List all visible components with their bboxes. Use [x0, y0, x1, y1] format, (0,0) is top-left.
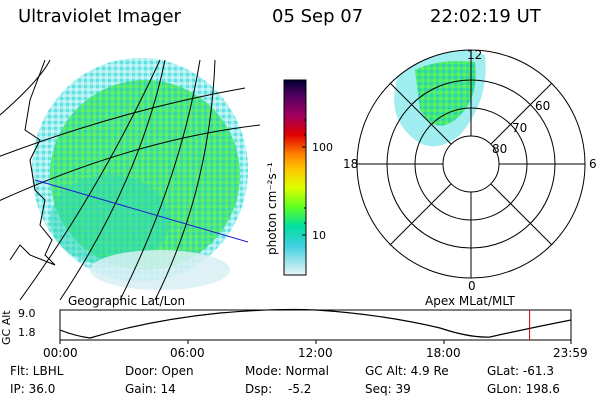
terminator-line: [34, 179, 249, 243]
glon-info: GLon: 198.6: [487, 382, 560, 396]
apex-caption: Apex MLat/MLT: [425, 294, 515, 308]
geographic-image: [0, 58, 260, 300]
mlt-6-label: 6: [589, 157, 597, 171]
polar-grid: [356, 49, 586, 279]
gain-info: Gain: 14: [125, 382, 176, 396]
door-info: Door: Open: [125, 364, 194, 378]
mlt-12-label: 12: [467, 48, 482, 62]
seq-info: Seq: 39: [365, 382, 411, 396]
timeline-xtick-4: 23:59: [553, 346, 588, 360]
mlt-18-label: 18: [343, 157, 358, 171]
coastline: [9, 59, 56, 266]
mlat-80-label: 80: [492, 142, 507, 156]
mode-info: Mode: Normal: [245, 364, 329, 378]
ip-info: IP: 36.0: [10, 382, 56, 396]
mlt-0-label: 0: [468, 279, 476, 293]
geographic-caption: Geographic Lat/Lon: [68, 294, 186, 308]
colorbar-unit-label: photon cm⁻²s⁻¹: [265, 162, 279, 255]
altitude-curve: [59, 308, 572, 339]
time-label: 22:02:19 UT: [430, 6, 541, 27]
dsp-value: -5.2: [288, 382, 312, 396]
colorbar-tick-100: 100: [312, 141, 333, 154]
colorbar-tick-10: 10: [312, 229, 326, 242]
mlat-70-label: 70: [512, 121, 527, 135]
gc-alt-info: GC Alt: 4.9 Re: [365, 364, 449, 378]
timeline-xtick-2: 12:00: [298, 346, 333, 360]
timeline-xtick-0: 00:00: [43, 346, 78, 360]
timeline-xtick-1: 06:00: [170, 346, 205, 360]
filter-info: Flt: LBHL: [10, 364, 64, 378]
altitude-timeline: [59, 308, 572, 344]
polar-plot: 12 18 6 0 60 70 80: [343, 48, 597, 293]
dsp-label: Dsp:: [245, 382, 273, 396]
date-label: 05 Sep 07: [272, 6, 364, 27]
instrument-title: Ultraviolet Imager: [18, 6, 181, 27]
timeline-ytick-low: 1.8: [18, 326, 36, 339]
timeline-xtick-3: 18:00: [426, 346, 461, 360]
glat-info: GLat: -61.3: [487, 364, 554, 378]
mlat-60-label: 60: [535, 99, 550, 113]
colorbar: 100 10: [283, 79, 333, 276]
timeline-ytick-high: 9.0: [18, 307, 36, 320]
graticule-lines: [0, 59, 260, 300]
